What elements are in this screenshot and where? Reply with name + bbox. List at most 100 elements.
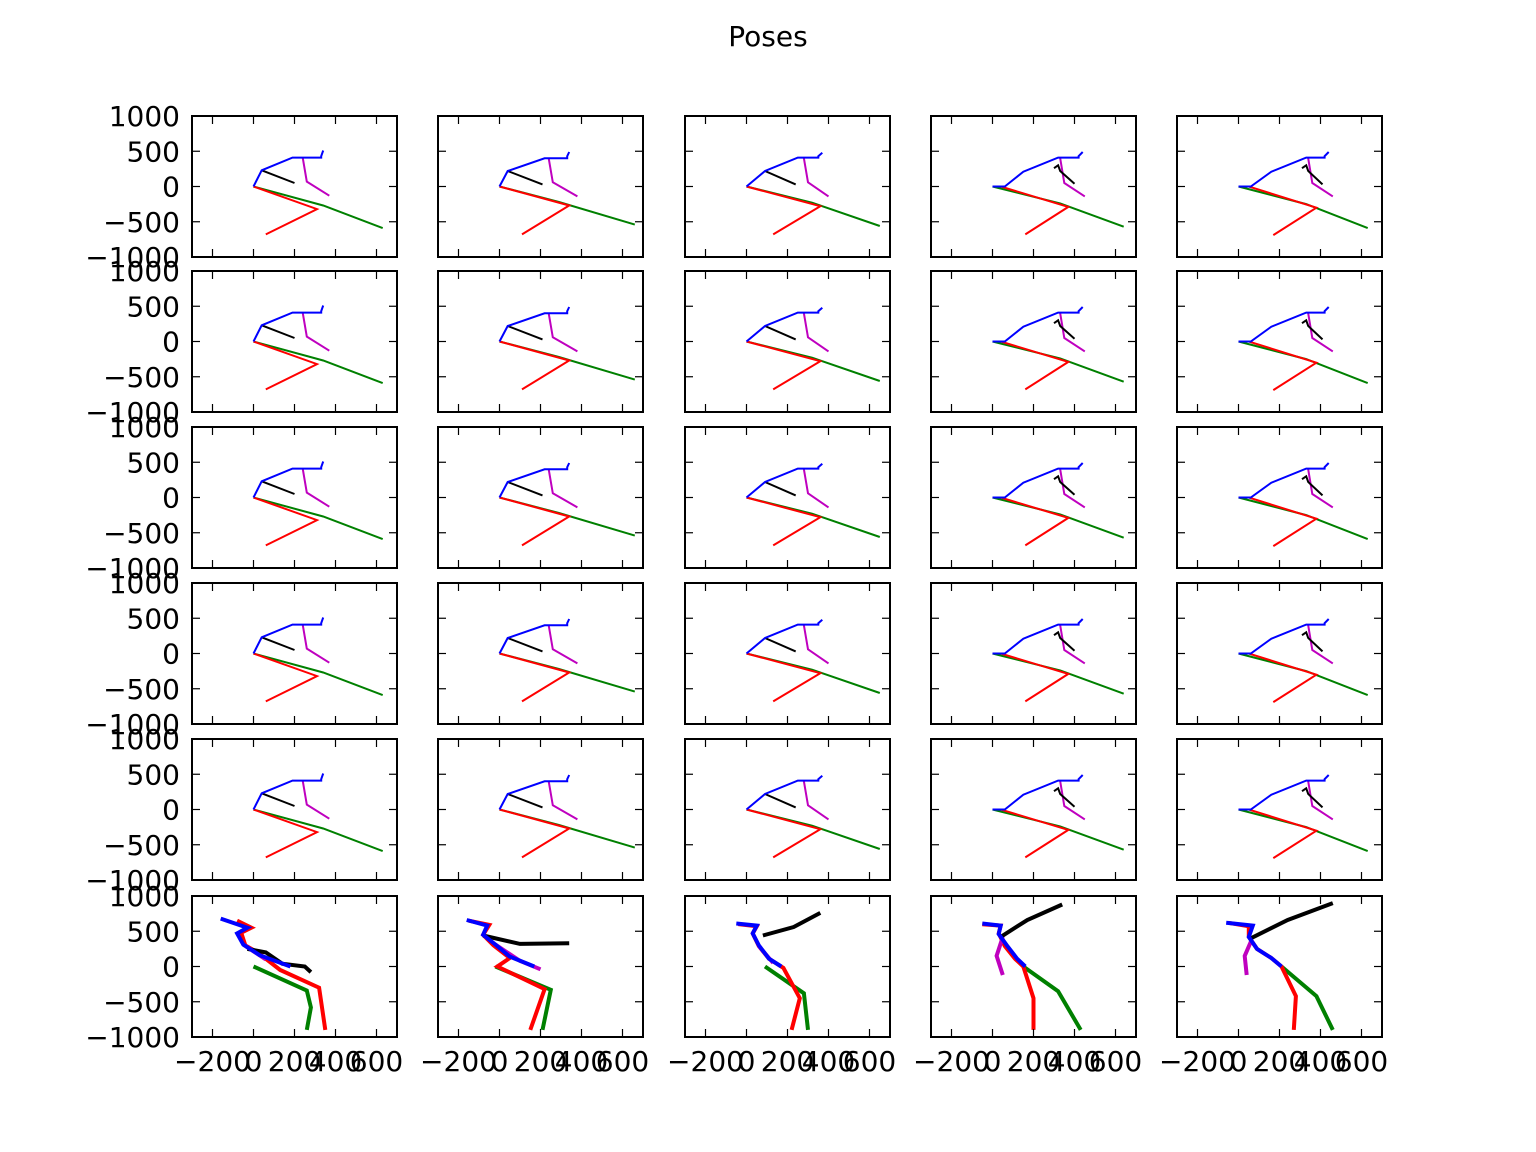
limb-black-line bbox=[1301, 630, 1324, 653]
axes-frame bbox=[437, 426, 644, 569]
limb-black-line bbox=[764, 793, 797, 809]
limb-black-line bbox=[507, 170, 543, 186]
axes-frame bbox=[684, 115, 891, 258]
y-tick-label: 1000 bbox=[109, 880, 180, 913]
y-tick-label: 1000 bbox=[109, 100, 180, 133]
limb-red-line bbox=[253, 808, 320, 859]
limb-blue-line bbox=[252, 773, 325, 810]
pose-lines bbox=[982, 902, 1083, 1031]
x-tick-label: 200 bbox=[1007, 1045, 1060, 1078]
limb-black-line bbox=[1053, 786, 1076, 808]
axes-frame bbox=[437, 270, 644, 413]
pose-lines bbox=[252, 461, 384, 547]
y-tick-label: −1000 bbox=[85, 396, 180, 429]
pose-lines bbox=[1238, 774, 1369, 859]
limb-blue-line bbox=[745, 618, 823, 655]
y-tick-label: 0 bbox=[162, 482, 180, 515]
x-tick-label: 200 bbox=[514, 1045, 567, 1078]
limb-blue-line bbox=[1225, 920, 1283, 969]
axes-frame bbox=[191, 738, 398, 881]
limb-magenta-line bbox=[547, 625, 578, 665]
limb-magenta-line bbox=[547, 781, 578, 821]
pose-lines bbox=[992, 618, 1125, 703]
y-tick-label: −500 bbox=[103, 206, 180, 239]
subplot-r5-c2 bbox=[437, 738, 644, 881]
limb-magenta-line bbox=[1307, 469, 1334, 509]
axes-frame bbox=[1176, 738, 1383, 881]
limb-red-line bbox=[746, 185, 823, 236]
x-tick-label: −200 bbox=[174, 1045, 251, 1078]
pose-lines bbox=[736, 911, 822, 1031]
limb-green-line bbox=[992, 340, 1125, 383]
limb-magenta-line bbox=[1059, 313, 1086, 353]
limb-black-line bbox=[261, 480, 295, 495]
y-tick-label: 1000 bbox=[109, 411, 180, 444]
limb-magenta-line bbox=[301, 780, 330, 820]
pose-lines bbox=[498, 618, 636, 703]
limb-magenta-line bbox=[301, 312, 330, 352]
y-tick-label: 0 bbox=[162, 951, 180, 984]
limb-black-line bbox=[261, 324, 295, 339]
limb-magenta-line bbox=[301, 468, 330, 508]
y-tick-label: −500 bbox=[103, 517, 180, 550]
limb-black-line bbox=[1053, 318, 1076, 340]
pose-lines bbox=[466, 918, 570, 1031]
axes-frame bbox=[191, 582, 398, 725]
axes-frame bbox=[684, 582, 891, 725]
limb-green-line bbox=[992, 652, 1125, 695]
limb-green-line bbox=[1022, 964, 1083, 1031]
axes-frame bbox=[684, 895, 891, 1038]
subplot-r3-c3 bbox=[684, 426, 891, 569]
y-tick-label: −1000 bbox=[85, 552, 180, 585]
pose-lines bbox=[992, 151, 1125, 236]
y-tick-label: −1000 bbox=[85, 1021, 180, 1054]
limb-blue-line bbox=[498, 462, 571, 498]
limb-green-line bbox=[763, 964, 810, 1031]
pose-lines bbox=[745, 462, 881, 547]
axes-frame bbox=[930, 426, 1137, 569]
y-tick-label: 500 bbox=[127, 758, 180, 791]
subplot-r4-c2 bbox=[437, 582, 644, 725]
x-tick-label: 400 bbox=[1048, 1045, 1101, 1078]
limb-blue-line bbox=[745, 462, 823, 499]
limb-magenta-line bbox=[547, 313, 578, 353]
axes-frame bbox=[930, 270, 1137, 413]
pose-lines bbox=[1238, 306, 1369, 391]
y-tick-label: 500 bbox=[127, 290, 180, 323]
x-tick-label: 400 bbox=[309, 1045, 362, 1078]
limb-black-line bbox=[762, 911, 822, 938]
limb-green-line bbox=[253, 340, 384, 385]
x-tick-label: 400 bbox=[1294, 1045, 1347, 1078]
limb-red-line bbox=[499, 185, 572, 236]
pose-lines bbox=[745, 306, 881, 391]
limb-magenta-line bbox=[1059, 781, 1086, 821]
x-tick-label: 400 bbox=[802, 1045, 855, 1078]
subplot-grid: −1000−50005001000−1000−50005001000−1000−… bbox=[85, 100, 1388, 1078]
axes-frame bbox=[191, 426, 398, 569]
x-tick-label: 600 bbox=[1089, 1045, 1142, 1078]
axes-frame bbox=[437, 895, 644, 1038]
x-tick-label: 0 bbox=[245, 1045, 263, 1078]
limb-red-line bbox=[253, 185, 320, 236]
y-tick-label: −500 bbox=[103, 361, 180, 394]
pose-lines bbox=[252, 150, 384, 236]
y-tick-label: −500 bbox=[103, 829, 180, 862]
limb-magenta-line bbox=[802, 469, 830, 509]
pose-lines bbox=[1238, 618, 1369, 703]
limb-blue-line bbox=[252, 150, 325, 187]
limb-blue-line bbox=[992, 618, 1084, 655]
pose-lines bbox=[498, 774, 636, 859]
limb-green-line bbox=[252, 964, 313, 1031]
limb-red-line bbox=[746, 496, 823, 547]
limb-black-line bbox=[764, 325, 797, 341]
x-tick-label: 200 bbox=[761, 1045, 814, 1078]
limb-blue-line bbox=[1238, 774, 1330, 811]
axes-frame bbox=[1176, 895, 1383, 1038]
pose-lines bbox=[252, 617, 384, 703]
axes-frame bbox=[930, 115, 1137, 258]
limb-magenta-line bbox=[547, 469, 578, 509]
limb-red-line bbox=[746, 340, 823, 391]
